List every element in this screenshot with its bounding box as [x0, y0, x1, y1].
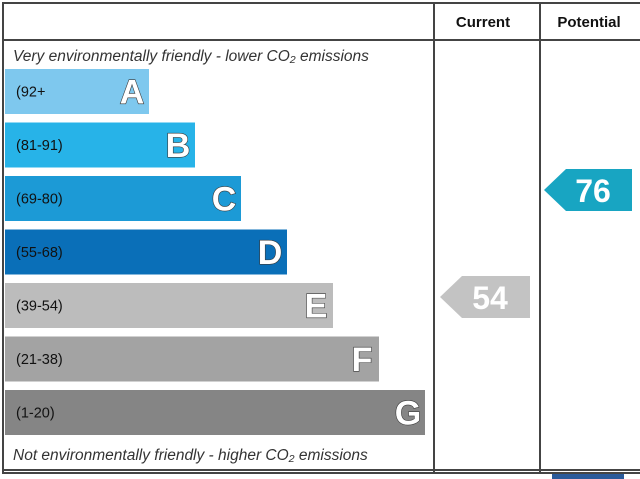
band-f-bar	[5, 336, 379, 382]
band-f-range: (21-38)	[16, 352, 63, 368]
band-c: (69-80) C	[5, 176, 241, 221]
band-g: (1-20) G	[5, 390, 425, 435]
current-rating-value: 54	[472, 280, 508, 316]
bottom-note: Not environmentally friendly - higher CO…	[13, 447, 368, 464]
band-e: (39-54) E	[5, 283, 333, 328]
band-a-letter: A	[120, 74, 145, 112]
band-c-range: (69-80)	[16, 192, 63, 208]
band-e-letter: E	[305, 288, 328, 326]
band-b-bar	[5, 122, 195, 168]
band-a-range: (92+	[16, 85, 45, 101]
band-b-range: (81-91)	[16, 138, 63, 154]
current-rating-marker: 54	[440, 276, 530, 318]
top-note: Very environmentally friendly - lower CO…	[13, 48, 369, 65]
band-d-bar	[5, 229, 287, 275]
rating-bands: (92+ A (81-91) B (69-80) C (55-68) D (39-54) E (21…	[5, 69, 425, 435]
rating-markers: 54 76	[440, 169, 632, 318]
band-d-letter: D	[258, 234, 283, 272]
potential-rating-value: 76	[575, 173, 611, 209]
band-e-bar	[5, 283, 333, 328]
band-b: (81-91) B	[5, 122, 195, 168]
band-a-bar	[5, 69, 149, 114]
potential-column-header: Potential	[557, 14, 620, 31]
band-g-letter: G	[395, 395, 421, 433]
band-d-range: (55-68)	[16, 245, 63, 261]
band-b-letter: B	[166, 127, 191, 165]
band-f: (21-38) F	[5, 336, 379, 382]
band-c-bar	[5, 176, 241, 221]
band-g-bar	[5, 390, 425, 435]
potential-rating-arrow	[544, 169, 632, 211]
band-c-letter: C	[212, 181, 237, 219]
band-a: (92+ A	[5, 69, 149, 114]
band-e-range: (39-54)	[16, 299, 63, 315]
potential-rating-marker: 76	[544, 169, 632, 211]
current-column-header: Current	[456, 14, 510, 31]
band-f-letter: F	[352, 341, 373, 379]
band-d: (55-68) D	[5, 229, 287, 275]
band-g-range: (1-20)	[16, 406, 55, 422]
current-rating-arrow	[440, 276, 530, 318]
